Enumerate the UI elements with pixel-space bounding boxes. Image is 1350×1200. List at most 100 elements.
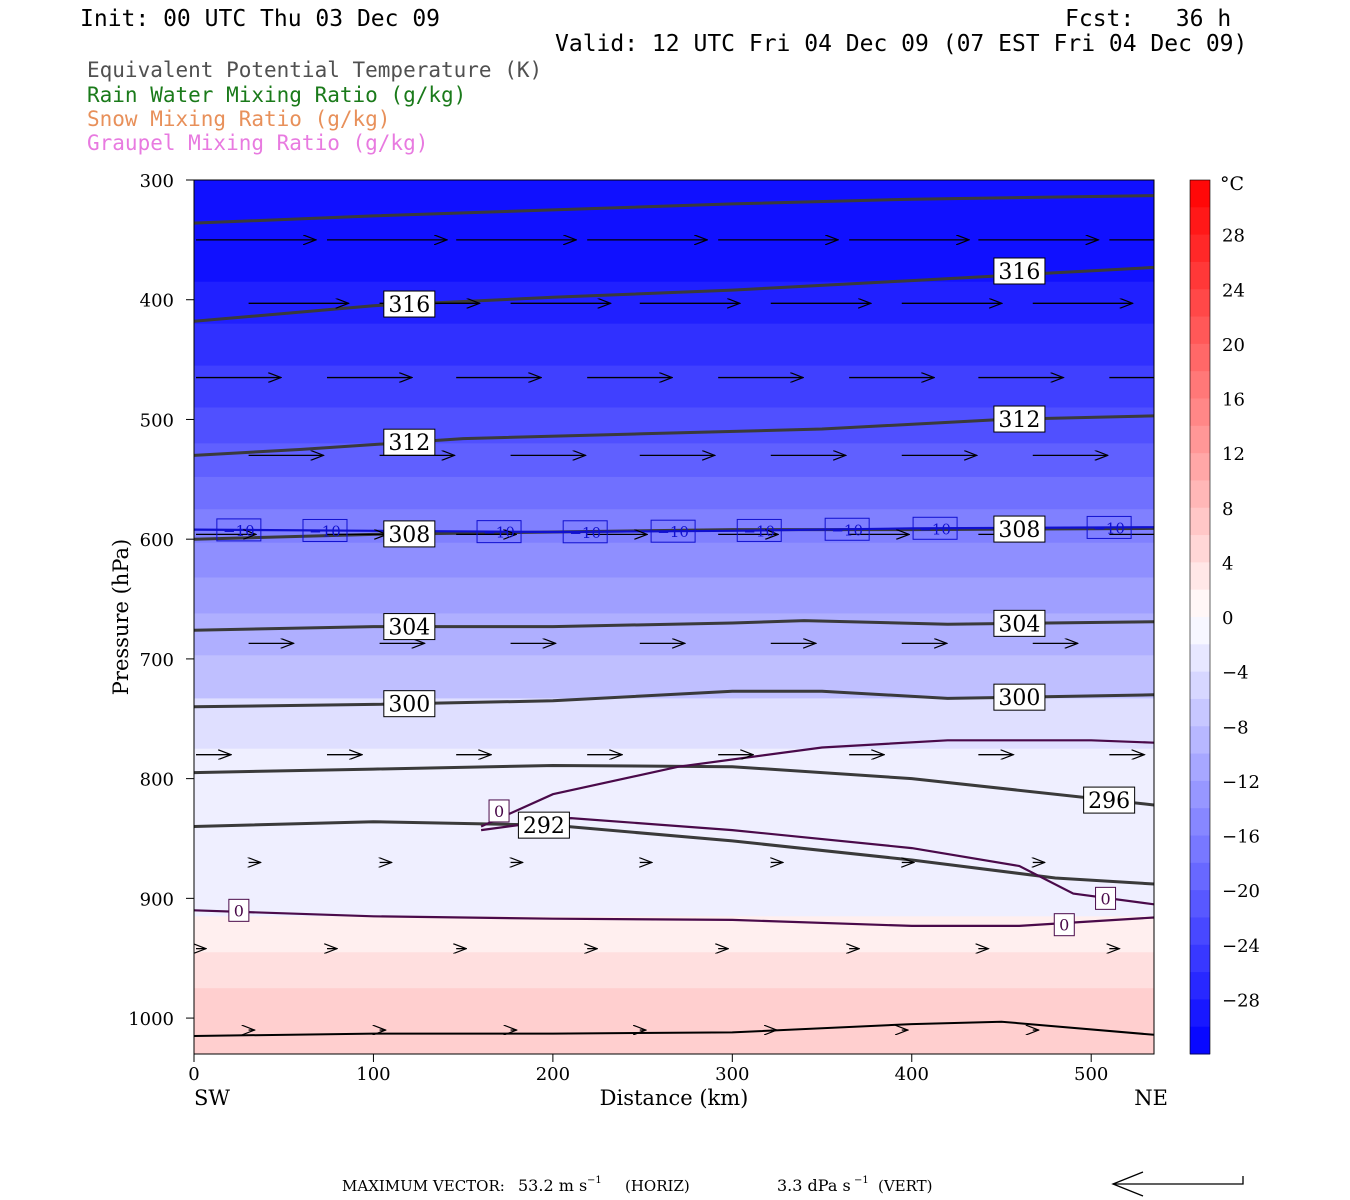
colorbar-tick-label: −24 xyxy=(1222,936,1260,957)
colorbar-swatch xyxy=(1190,780,1210,809)
minus10-label-text: −10 xyxy=(569,524,601,542)
colorbar-swatch xyxy=(1190,644,1210,673)
minus10-label: −10 xyxy=(736,518,782,542)
colorbar-swatch xyxy=(1190,671,1210,700)
minus10-label-text: −10 xyxy=(657,523,689,541)
theta-e-label-312: 312 xyxy=(993,405,1046,433)
minus10-label: −10 xyxy=(216,518,262,542)
colorbar-swatch xyxy=(1190,180,1210,208)
temperature-band-16 xyxy=(194,988,1154,1054)
x-axis-label: Distance (km) xyxy=(600,1086,749,1110)
y-tick-label: 500 xyxy=(140,410,174,431)
temperature-band-9 xyxy=(194,577,1154,614)
horiz-value: 53.2 m s xyxy=(518,1176,587,1195)
colorbar-tick-label: −28 xyxy=(1222,990,1260,1011)
wind-vectors xyxy=(196,240,1154,1030)
colorbar-tick-label: −12 xyxy=(1222,772,1260,793)
legend-theta-e: Equivalent Potential Temperature (K) xyxy=(87,58,543,82)
colorbar-swatch xyxy=(1190,589,1210,618)
minus10-label: −10 xyxy=(1086,515,1132,539)
colorbar-swatch xyxy=(1190,535,1210,563)
freezing-label: 0 xyxy=(228,898,250,922)
minus10-label-text: −10 xyxy=(743,522,775,540)
y-tick-label: 700 xyxy=(140,650,174,671)
colorbar-unit: °C xyxy=(1220,173,1244,195)
freezing-label: 0 xyxy=(1053,913,1075,937)
theta-e-contour-316 xyxy=(194,194,1154,225)
minus10-label-text: −10 xyxy=(1093,519,1125,537)
y-tick-label: 400 xyxy=(140,291,174,312)
max-vector-label: MAXIMUM VECTOR: xyxy=(342,1177,505,1195)
theta-e-label-304: 304 xyxy=(383,613,436,641)
forecast-hour: Fcst: 36 h xyxy=(1065,6,1232,32)
theta-e-label-296: 296 xyxy=(1083,786,1136,814)
theta-e-label-300: 300 xyxy=(993,683,1046,711)
reference-vector-arrow xyxy=(1113,1176,1244,1185)
minus10-label: −10 xyxy=(476,520,522,544)
colorbar-frame xyxy=(1189,179,1211,1055)
temperature-band-8 xyxy=(194,542,1154,578)
colorbar-swatch xyxy=(1190,753,1210,782)
freezing-label: 0 xyxy=(488,799,510,823)
vert-exponent: −1 xyxy=(854,1175,869,1186)
theta-e-contour-296 xyxy=(194,763,1154,807)
colorbar-swatch xyxy=(1190,1026,1210,1055)
y-tick-label: 900 xyxy=(140,889,174,910)
temperature-band-13 xyxy=(194,748,1154,917)
colorbar-swatch xyxy=(1190,726,1210,755)
colorbar-swatch xyxy=(1190,425,1210,454)
theta-e-contour-300 xyxy=(194,689,1154,709)
theta-e-label-300-text: 300 xyxy=(998,686,1040,711)
vert-unit: (VERT) xyxy=(878,1177,933,1195)
legend-graupel: Graupel Mixing Ratio (g/kg) xyxy=(87,131,429,155)
max-vector-footer: MAXIMUM VECTOR: 53.2 m s −1 (HORIZ) 3.3 … xyxy=(342,1171,1244,1197)
sw-label: SW xyxy=(194,1086,230,1110)
colorbar-swatch xyxy=(1190,480,1210,509)
reference-vector-head xyxy=(1111,1171,1144,1197)
colorbar-swatch xyxy=(1190,617,1210,645)
colorbar-tick-label: −16 xyxy=(1222,827,1260,848)
freezing-contour-0 xyxy=(194,909,1154,927)
temperature-band-14 xyxy=(194,916,1154,953)
colorbar: 28 24 20 16 12 8 4 0 −4 −8 −12 −16 −20 −24 −28 xyxy=(1189,179,1260,1055)
freezing-label-text: 0 xyxy=(1100,889,1110,908)
theta-e-label-308-text: 308 xyxy=(388,523,430,548)
colorbar-swatch xyxy=(1190,999,1210,1028)
minus10-label-text: −10 xyxy=(223,522,255,540)
colorbar-swatch xyxy=(1190,808,1210,836)
minus10-label-text: −10 xyxy=(831,521,863,539)
colorbar-tick-label: 12 xyxy=(1222,444,1245,465)
colorbar-swatch xyxy=(1190,862,1210,891)
freezing-contour-2 xyxy=(480,816,1154,906)
minus10-label-text: −10 xyxy=(309,522,341,540)
theta-e-label-312: 312 xyxy=(383,428,436,456)
colorbar-swatch xyxy=(1190,917,1210,946)
theta-e-label-316: 316 xyxy=(383,290,436,318)
colorbar-swatch xyxy=(1190,835,1210,864)
y-axis-label: Pressure (hPa) xyxy=(109,539,133,695)
theta-e-label-316-text: 316 xyxy=(388,293,430,318)
x-tick-label: 0 xyxy=(188,1064,199,1085)
colorbar-swatch xyxy=(1190,562,1210,591)
colorbar-swatch xyxy=(1190,698,1210,727)
colorbar-tick-label: 8 xyxy=(1222,499,1233,520)
x-tick-label: 100 xyxy=(356,1064,390,1085)
colorbar-tick-label: 20 xyxy=(1222,335,1245,356)
freezing-label-text: 0 xyxy=(494,802,504,821)
x-tick-label: 400 xyxy=(895,1064,929,1085)
theta-e-label-316-text: 316 xyxy=(998,260,1040,285)
temperature-band-6 xyxy=(194,476,1154,510)
valid-time: Valid: 12 UTC Fri 04 Dec 09 (07 EST Fri … xyxy=(555,31,1248,57)
theta-e-label-304-text: 304 xyxy=(998,612,1040,637)
temperature-band-3 xyxy=(194,365,1154,408)
freezing-contour-1 xyxy=(480,739,1154,828)
theta-e-label-292: 292 xyxy=(517,811,570,839)
minus10-label: −10 xyxy=(912,516,958,540)
theta-e-label-304: 304 xyxy=(993,609,1046,637)
horiz-exponent: −1 xyxy=(587,1175,602,1186)
colorbar-swatch xyxy=(1190,289,1210,318)
theta-e-label-304-text: 304 xyxy=(388,616,430,641)
legend-snow: Snow Mixing Ratio (g/kg) xyxy=(87,107,391,131)
theta-e-contour-304 xyxy=(194,619,1154,632)
